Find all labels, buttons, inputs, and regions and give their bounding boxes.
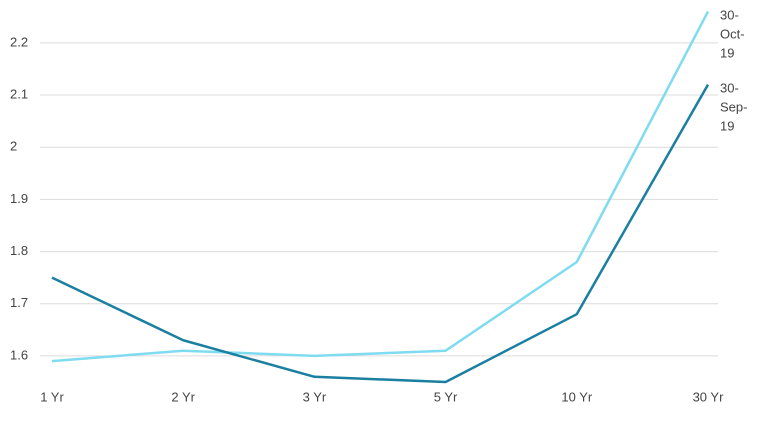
x-tick-label: 1 Yr <box>40 389 64 404</box>
series-label: 30-Sep-19 <box>720 81 747 134</box>
series-line <box>51 10 710 363</box>
series-line <box>51 83 710 384</box>
x-tick-label: 2 Yr <box>171 389 195 404</box>
x-tick-label: 3 Yr <box>303 389 327 404</box>
y-tick-label: 2.2 <box>10 34 28 49</box>
y-tick-label: 1.6 <box>10 347 28 362</box>
x-tick-label: 5 Yr <box>434 389 458 404</box>
x-tick-label: 30 Yr <box>693 389 725 404</box>
y-tick-label: 1.9 <box>10 191 28 206</box>
y-tick-label: 2 <box>10 139 17 154</box>
x-tick-label: 10 Yr <box>561 389 593 404</box>
y-tick-label: 1.8 <box>10 243 28 258</box>
y-tick-label: 1.7 <box>10 295 28 310</box>
series-label: 30-Oct-19 <box>720 8 745 61</box>
y-tick-label: 2.1 <box>10 86 28 101</box>
